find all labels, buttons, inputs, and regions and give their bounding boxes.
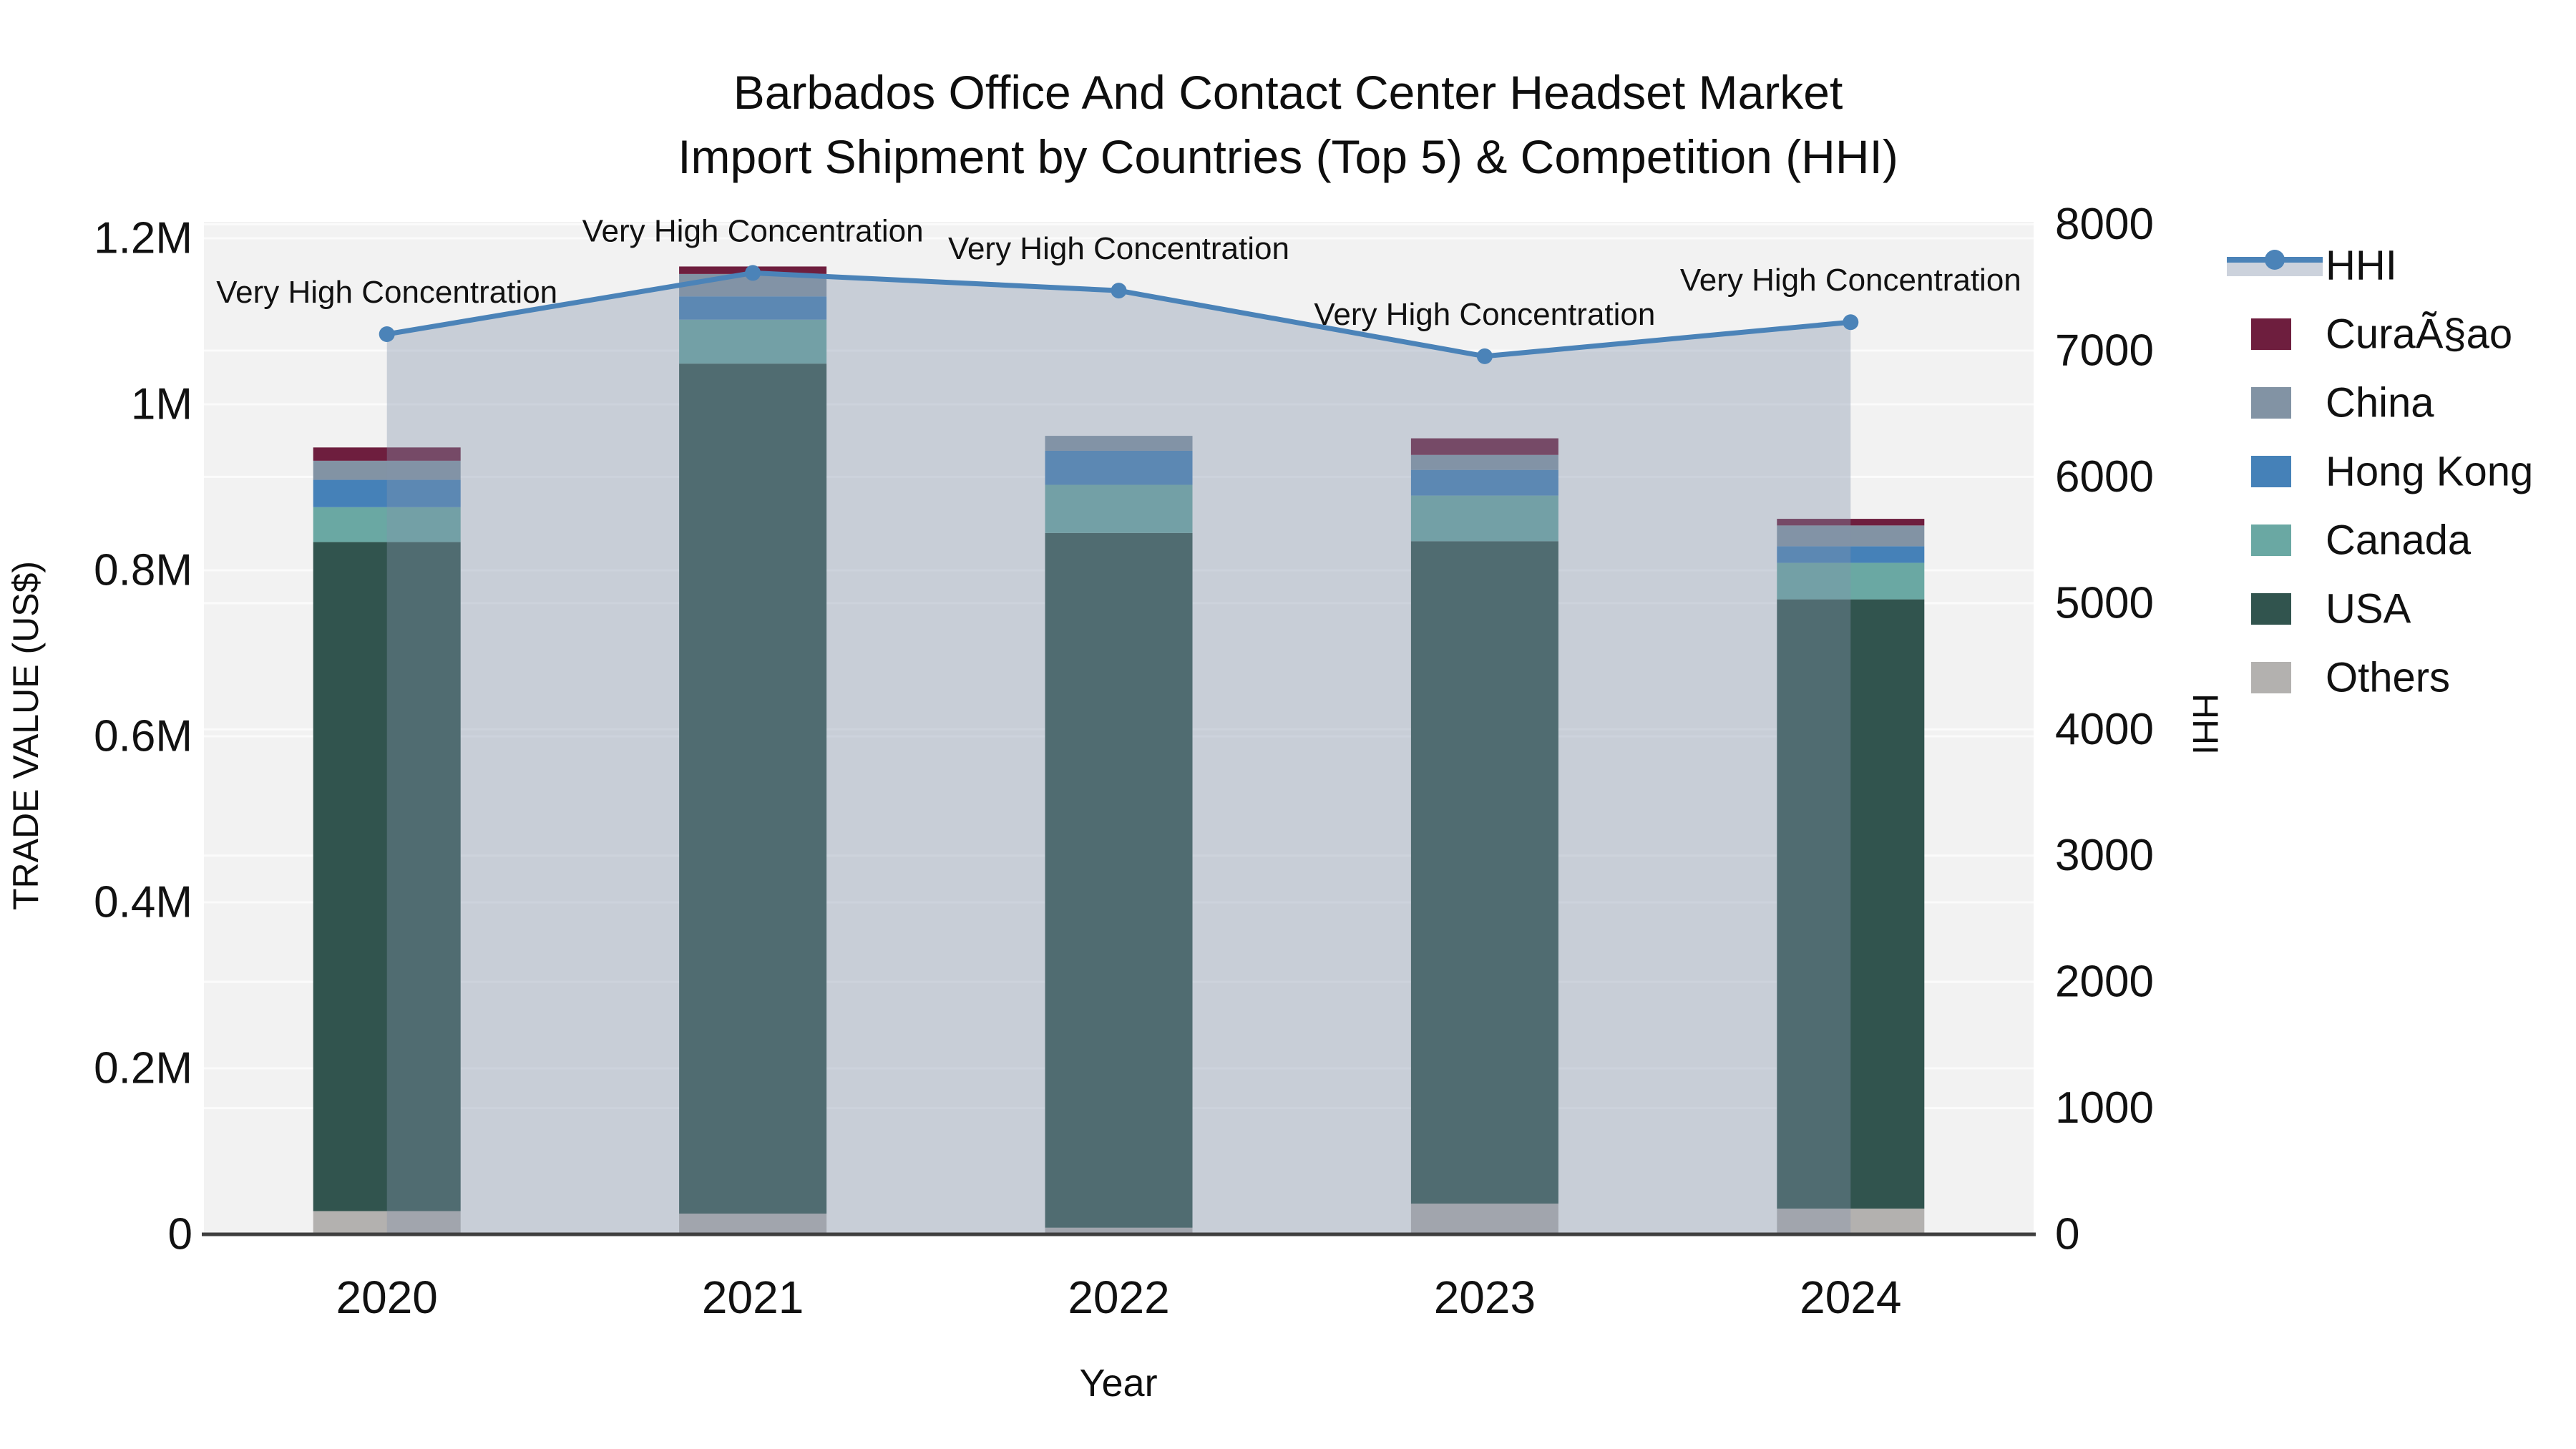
legend-label: Canada <box>2326 517 2472 564</box>
x-tick-2020: 2020 <box>336 1272 438 1323</box>
bar-segment-canada-2022[interactable] <box>1045 484 1193 533</box>
annotation-2023: Very High Concentration <box>1314 297 1655 332</box>
hhi-point-2023[interactable] <box>1476 348 1493 364</box>
hhi-point-2022[interactable] <box>1111 283 1127 299</box>
legend-label: Others <box>2326 655 2450 701</box>
y-right-tick-3000: 3000 <box>2055 831 2154 880</box>
bar-segment-others-2022[interactable] <box>1045 1227 1193 1234</box>
bar-segment-china-2020[interactable] <box>313 460 461 480</box>
legend-item-canada[interactable]: Canada <box>2251 517 2472 564</box>
legend-swatch-china <box>2251 387 2291 419</box>
y-right-tick-2000: 2000 <box>2055 957 2154 1007</box>
bar-segment-others-2021[interactable] <box>679 1214 827 1234</box>
y-left-tick-0: 0 <box>168 1210 192 1259</box>
x-tick-2022: 2022 <box>1068 1272 1169 1323</box>
bar-segment-hong-kong-2023[interactable] <box>1410 469 1558 496</box>
y-right-tick-4000: 4000 <box>2055 705 2154 754</box>
y-left-tick-0.6M: 0.6M <box>94 712 192 761</box>
bar-segment-canada-2020[interactable] <box>313 507 461 542</box>
bar-segment-hong-kong-2024[interactable] <box>1777 546 1925 563</box>
hhi-point-2021[interactable] <box>745 265 761 281</box>
legend-item-curaã§ao[interactable]: CuraÃ§ao <box>2251 311 2512 358</box>
x-tick-2023: 2023 <box>1434 1272 1536 1323</box>
bar-segment-china-2023[interactable] <box>1410 454 1558 470</box>
y-axis-title-left: TRADE VALUE (US$) <box>6 560 46 911</box>
y-right-tick-6000: 6000 <box>2055 452 2154 502</box>
legend-label: China <box>2326 380 2434 426</box>
legend-label: Hong Kong <box>2326 449 2533 495</box>
bar-segment-canada-2024[interactable] <box>1777 562 1925 600</box>
y-left-tick-1.2M: 1.2M <box>94 214 192 263</box>
legend-item-usa[interactable]: USA <box>2251 586 2411 633</box>
legend-swatch-canada <box>2251 525 2291 556</box>
bar-segment-hong-kong-2020[interactable] <box>313 479 461 507</box>
chart-title-line2: Import Shipment by Countries (Top 5) & C… <box>678 130 1898 183</box>
bar-segment-hong-kong-2021[interactable] <box>679 296 827 320</box>
x-tick-2021: 2021 <box>702 1272 804 1323</box>
hhi-point-2020[interactable] <box>379 326 395 343</box>
bar-segment-china-2024[interactable] <box>1777 525 1925 547</box>
y-left-tick-0.2M: 0.2M <box>94 1044 192 1093</box>
hhi-point-2024[interactable] <box>1843 314 1859 331</box>
bar-segment-curaã§ao-2023[interactable] <box>1410 438 1558 455</box>
y-axis-title-right: HHI <box>2185 693 2225 756</box>
legend-swatch-hong-kong <box>2251 456 2291 487</box>
bar-segment-usa-2022[interactable] <box>1045 532 1193 1228</box>
y-right-tick-7000: 7000 <box>2055 326 2154 375</box>
bar-segment-usa-2021[interactable] <box>679 364 827 1214</box>
legend-swatch-curaã§ao <box>2251 318 2291 350</box>
y-right-tick-1000: 1000 <box>2055 1083 2154 1133</box>
bar-segment-usa-2023[interactable] <box>1410 541 1558 1204</box>
y-left-tick-0.4M: 0.4M <box>94 878 192 927</box>
chart-title-line1: Barbados Office And Contact Center Heads… <box>733 66 1843 119</box>
x-axis-title: Year <box>1079 1362 1158 1405</box>
bar-segment-usa-2024[interactable] <box>1777 599 1925 1209</box>
y-right-tick-0: 0 <box>2055 1210 2079 1259</box>
y-left-tick-1M: 1M <box>131 380 192 429</box>
bar-segment-curaã§ao-2024[interactable] <box>1777 519 1925 526</box>
bar-segment-others-2020[interactable] <box>313 1211 461 1234</box>
legend-label: HHI <box>2326 243 2397 289</box>
annotation-2020: Very High Concentration <box>216 275 557 310</box>
bar-segment-canada-2021[interactable] <box>679 319 827 364</box>
bar-segment-china-2022[interactable] <box>1045 436 1193 451</box>
legend-swatch-usa <box>2251 593 2291 625</box>
chart-title: Barbados Office And Contact Center Heads… <box>0 60 2576 189</box>
bar-segment-hong-kong-2022[interactable] <box>1045 450 1193 485</box>
bar-segment-usa-2020[interactable] <box>313 542 461 1211</box>
y-left-tick-0.8M: 0.8M <box>94 546 192 595</box>
bar-segment-others-2023[interactable] <box>1410 1204 1558 1234</box>
annotation-2021: Very High Concentration <box>582 213 924 248</box>
bar-segment-curaã§ao-2020[interactable] <box>313 447 461 461</box>
hhi-area-fill <box>386 273 1851 1234</box>
legend-hhi-marker-icon <box>2265 250 2285 270</box>
annotation-2024: Very High Concentration <box>1680 263 2021 298</box>
y-right-tick-5000: 5000 <box>2055 578 2154 628</box>
annotation-2022: Very High Concentration <box>948 231 1289 266</box>
legend-label: CuraÃ§ao <box>2326 311 2512 358</box>
legend-item-china[interactable]: China <box>2251 380 2434 426</box>
legend-item-others[interactable]: Others <box>2251 655 2450 701</box>
y-right-tick-8000: 8000 <box>2055 200 2154 249</box>
legend-item-hhi[interactable]: HHI <box>2227 243 2397 289</box>
legend-label: USA <box>2326 586 2411 633</box>
bar-segment-canada-2023[interactable] <box>1410 495 1558 542</box>
x-tick-2024: 2024 <box>1800 1272 1901 1323</box>
bar-segment-others-2024[interactable] <box>1777 1209 1925 1234</box>
legend-swatch-others <box>2251 662 2291 693</box>
legend-item-hong-kong[interactable]: Hong Kong <box>2251 449 2533 495</box>
